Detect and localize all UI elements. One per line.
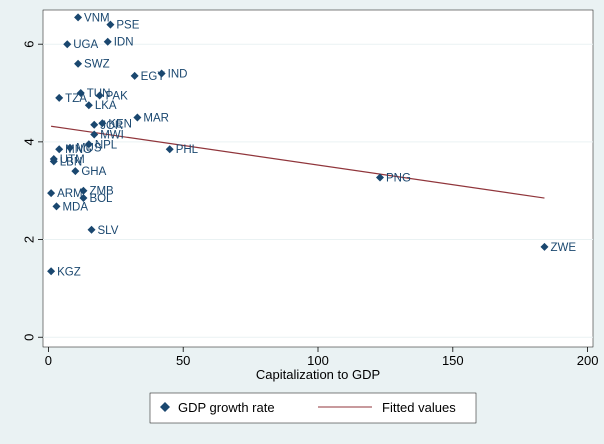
point-label-ind: IND	[168, 68, 188, 80]
data-point-mda	[52, 202, 61, 211]
point-label-tun: TUN	[87, 88, 111, 100]
point-label-phl: PHL	[176, 144, 199, 156]
point-label-lka: LKA	[95, 100, 117, 112]
point-label-idn: IDN	[114, 37, 134, 49]
data-point-zmb	[79, 186, 88, 195]
point-label-vnm: VNM	[84, 12, 110, 24]
data-point-ind	[157, 69, 166, 78]
x-tick-label: 100	[307, 353, 329, 368]
legend-label-fitted: Fitted values	[382, 400, 456, 415]
legend-label-growth: GDP growth rate	[178, 400, 275, 415]
data-point-swz	[74, 59, 83, 68]
data-point-tza	[55, 93, 64, 102]
gridlines	[43, 43, 593, 338]
legend-diamond-marker	[160, 402, 170, 412]
point-label-arm: ARM	[57, 188, 83, 200]
data-point-ken	[98, 119, 107, 128]
y-tick-label: 6	[21, 41, 36, 48]
fitted-values-line	[51, 125, 545, 199]
fitted-line-layer	[51, 125, 545, 199]
point-label-slv: SLV	[98, 225, 119, 237]
plot-area	[42, 9, 594, 348]
y-tick-label: 2	[21, 236, 36, 243]
data-point-uga	[63, 40, 72, 49]
point-label-egy: EGY	[141, 71, 166, 83]
point-label-zwe: ZWE	[550, 242, 576, 254]
data-point-mwi	[90, 130, 99, 139]
data-point-jor	[90, 120, 99, 129]
point-label-kgz: KGZ	[57, 266, 81, 278]
point-label-swz: SWZ	[84, 59, 110, 71]
point-label-ken: KEN	[108, 118, 132, 130]
point-label-mus: MUS	[76, 143, 102, 155]
data-point-zwe	[540, 242, 549, 251]
point-label-gha: GHA	[81, 166, 106, 178]
x-tick-label: 200	[577, 353, 599, 368]
data-point-lka	[84, 101, 93, 110]
data-point-arm	[47, 189, 56, 198]
point-label-npl: NPL	[95, 139, 118, 151]
point-label-mar: MAR	[143, 112, 169, 124]
point-label-pak: PAK	[106, 90, 128, 102]
point-label-mwi: MWI	[100, 130, 124, 142]
data-point-png	[376, 173, 385, 182]
axes: 0 2 4 6 0 50 100 150 200	[21, 41, 598, 368]
data-point-slv	[87, 225, 96, 234]
x-tick-label: 150	[442, 353, 464, 368]
point-label-mng: MNG	[65, 144, 92, 156]
legend: GDP growth rate Fitted values	[149, 392, 477, 424]
data-point-mar	[133, 113, 142, 122]
data-point-npl	[84, 140, 93, 149]
data-point-lbn	[49, 157, 58, 166]
point-label-zmb: ZMB	[89, 186, 114, 198]
point-label-tza: TZA	[65, 93, 87, 105]
data-point-bol	[79, 194, 88, 203]
point-label-utm: UTM	[60, 154, 85, 166]
point-label-lbn: LBN	[60, 156, 82, 168]
y-tick-label: 0	[21, 334, 36, 341]
data-point-mus	[65, 143, 74, 152]
point-label-png: PNG	[386, 173, 411, 185]
point-label-uga: UGA	[73, 39, 98, 51]
data-point-gha	[71, 167, 80, 176]
data-point-pak	[95, 91, 104, 100]
data-point-egy	[130, 71, 139, 80]
data-point-idn	[103, 37, 112, 46]
x-tick-label: 50	[176, 353, 190, 368]
point-label-bol: BOL	[89, 193, 113, 205]
data-point-kgz	[47, 267, 56, 276]
data-point-phl	[165, 145, 174, 154]
x-axis-label: Capitalization to GDP	[256, 367, 380, 382]
point-label-jor: JOR	[100, 120, 123, 132]
data-points-layer	[47, 13, 549, 276]
data-point-pse	[106, 20, 115, 29]
point-label-pse: PSE	[116, 20, 139, 32]
data-point-mng	[55, 145, 64, 154]
data-point-vnm	[74, 13, 83, 22]
data-point-tun	[76, 89, 85, 98]
y-tick-label: 4	[21, 138, 36, 145]
point-label-mda: MDA	[62, 201, 88, 213]
x-tick-label: 0	[45, 353, 52, 368]
legend-box	[149, 392, 477, 424]
